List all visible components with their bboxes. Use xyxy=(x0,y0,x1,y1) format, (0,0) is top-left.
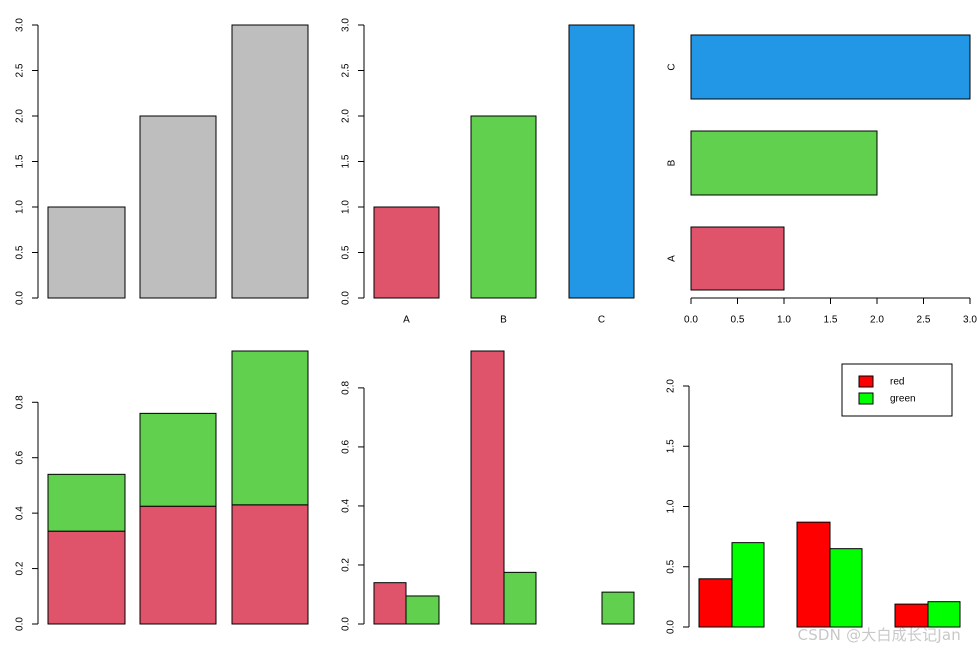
y-tick-label: 3.0 xyxy=(15,18,26,32)
x-tick-label: 1.0 xyxy=(777,315,791,326)
panel-grouped-bars-legend: 0.0 0.5 1.0 1.5 2.0 red green xyxy=(666,363,961,634)
y-tick-label: 3.0 xyxy=(341,18,352,32)
y-tick-label: 1.5 xyxy=(666,439,677,453)
y-tick-label: 0.0 xyxy=(341,617,352,631)
y-tick-label: 0.0 xyxy=(15,617,26,631)
stacked-bar-segment xyxy=(231,504,309,625)
bar xyxy=(47,206,126,299)
stacked-bar-segment xyxy=(47,473,126,532)
grouped-bar xyxy=(796,521,831,628)
x-tick-label: 2.0 xyxy=(870,315,884,326)
y-tick-label: 2.5 xyxy=(341,63,352,77)
y-tick-label: 0.8 xyxy=(341,381,352,395)
stacked-bar-segment xyxy=(139,412,217,507)
x-tick-label: 0.5 xyxy=(731,315,745,326)
x-tick-label: 2.5 xyxy=(917,315,931,326)
legend-label: red xyxy=(890,377,904,388)
y-tick-label: 0.6 xyxy=(15,450,26,464)
panel-grouped-bars: 0.0 0.2 0.4 0.6 0.8 xyxy=(341,350,635,631)
bar xyxy=(470,115,537,299)
x-tick-label: 1.5 xyxy=(824,315,838,326)
y-tick-label: 0.6 xyxy=(341,440,352,454)
y-tick-label: 0.0 xyxy=(341,291,352,305)
bar xyxy=(690,34,971,100)
category-label: C xyxy=(598,315,605,326)
x-tick-label: 0.0 xyxy=(684,315,698,326)
grouped-bar xyxy=(731,542,765,628)
grouped-bar xyxy=(373,582,407,625)
x-tick-label: 3.0 xyxy=(963,315,977,326)
y-tick-label: 1.0 xyxy=(15,200,26,214)
category-label: A xyxy=(667,255,678,262)
bar xyxy=(690,226,785,291)
panel-stacked-bars: 0.0 0.2 0.4 0.6 0.8 xyxy=(15,350,309,631)
y-tick-label: 0.5 xyxy=(341,245,352,259)
legend-box xyxy=(841,363,953,417)
category-label: B xyxy=(667,159,678,166)
bar xyxy=(373,206,440,299)
grouped-bar xyxy=(405,595,440,625)
panel-gray-bars: 0.0 0.5 1.0 1.5 2.0 2.5 3.0 xyxy=(15,18,309,305)
category-label: C xyxy=(667,63,678,70)
panel-horizontal-bars: A B C 0.0 0.5 1.0 1.5 2.0 2.5 3.0 xyxy=(667,34,977,326)
y-tick-label: 1.0 xyxy=(341,200,352,214)
bar xyxy=(231,24,309,299)
y-tick-label: 1.5 xyxy=(341,154,352,168)
bar xyxy=(568,24,635,299)
stacked-bar-segment xyxy=(231,350,309,506)
y-tick-label: 0.4 xyxy=(341,499,352,513)
bar xyxy=(139,115,217,299)
bar xyxy=(690,130,878,196)
y-tick-label: 0.5 xyxy=(15,245,26,259)
y-tick-label: 2.0 xyxy=(341,109,352,123)
y-tick-label: 0.0 xyxy=(15,291,26,305)
grouped-bar xyxy=(829,548,863,628)
legend-swatch xyxy=(858,375,874,388)
legend-swatch xyxy=(858,392,874,405)
panel-colored-vertical-bars: A B C 0.0 0.5 1.0 1.5 2.0 2.5 3.0 xyxy=(341,18,635,326)
grouped-bar xyxy=(601,591,635,625)
y-tick-label: 0.2 xyxy=(341,558,352,572)
stacked-bar-segment xyxy=(139,505,217,625)
y-tick-label: 0.0 xyxy=(666,620,677,634)
y-tick-label: 0.8 xyxy=(15,395,26,409)
y-tick-label: 1.5 xyxy=(15,154,26,168)
y-tick-label: 2.0 xyxy=(15,109,26,123)
legend: red green xyxy=(841,363,953,417)
grouped-bar xyxy=(470,350,505,625)
y-tick-label: 0.4 xyxy=(15,506,26,520)
grouped-bar xyxy=(698,578,733,628)
y-tick-label: 1.0 xyxy=(666,499,677,513)
stacked-bar-segment xyxy=(47,530,126,625)
category-label: B xyxy=(500,315,507,326)
y-tick-label: 2.5 xyxy=(15,63,26,77)
y-tick-label: 0.2 xyxy=(15,561,26,575)
grouped-bar xyxy=(927,601,961,628)
grouped-bar xyxy=(503,571,537,625)
legend-label: green xyxy=(890,394,916,405)
y-tick-label: 0.5 xyxy=(666,559,677,573)
category-label: A xyxy=(403,315,410,326)
watermark: CSDN @大白成长记Jan xyxy=(797,626,961,644)
y-tick-label: 2.0 xyxy=(666,379,677,393)
